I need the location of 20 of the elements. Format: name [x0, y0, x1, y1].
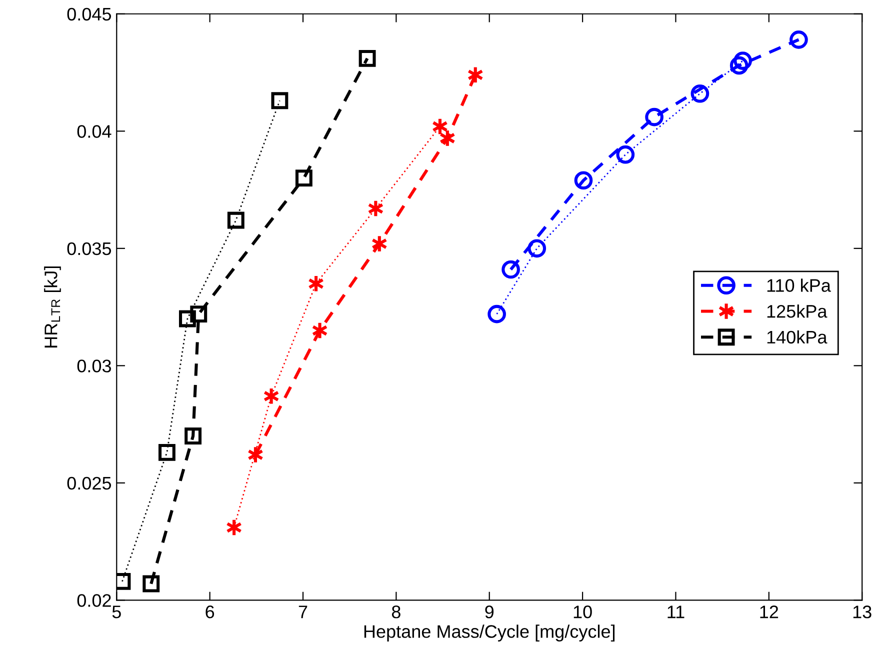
x-tick-label: 8 [392, 606, 400, 618]
y-tick-label: 0.025 [67, 476, 112, 490]
x-tick-label: 12 [760, 606, 778, 618]
y-tick-label: 0.045 [67, 8, 112, 21]
y-tick-label: 0.035 [67, 242, 112, 256]
y-tick-label: 0.04 [77, 125, 112, 138]
x-tick-label: 13 [853, 606, 872, 618]
x-axis-title: Heptane Mass/Cycle [mg/cycle] [364, 624, 615, 642]
x-tick-label: 10 [574, 606, 592, 618]
y-tick-label: 0.03 [77, 360, 111, 372]
y-tick-label: 0.02 [77, 594, 111, 607]
legend-label: 140kPa [767, 330, 828, 344]
x-tick-label: 6 [206, 606, 214, 618]
x-tick-label: 9 [485, 606, 494, 618]
x-tick-label: 11 [668, 606, 684, 618]
x-tick-label: 7 [298, 606, 308, 618]
legend-label: 110 kPa [767, 278, 831, 292]
y-axis-title: HR$_{LTR}$ [kJ] [44, 266, 61, 348]
x-tick-label: 5 [112, 606, 121, 618]
legend-label: 125kPa [767, 304, 828, 318]
